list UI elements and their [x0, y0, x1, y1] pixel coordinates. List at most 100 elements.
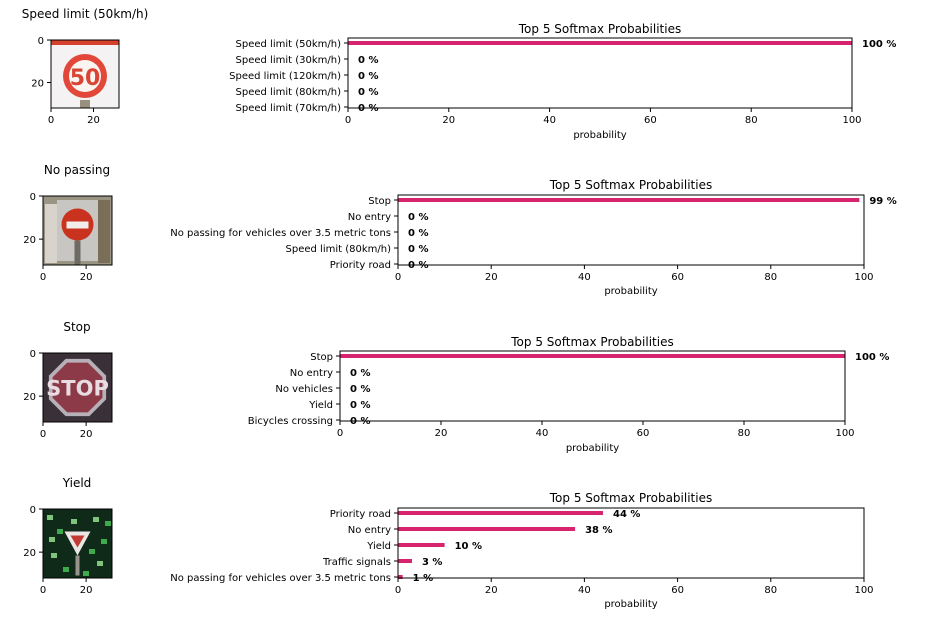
bar-xtick-label: 60 — [644, 115, 657, 126]
category-label: Stop — [310, 352, 333, 363]
category-label: Priority road — [330, 260, 391, 271]
bar-chart-title: Top 5 Softmax Probabilities — [549, 178, 712, 192]
image-title: No passing — [44, 163, 110, 177]
image-frame — [42, 195, 113, 266]
chart-row: Speed limit (50km/h) 50 0 20 0 20 Top 5 Softma… — [22, 7, 897, 141]
sign-top-band — [51, 40, 119, 45]
bar-xtick-label: 80 — [745, 115, 758, 126]
category-label: Bicycles crossing — [248, 416, 333, 427]
foliage-patch — [89, 549, 95, 554]
category-label: No passing for vehicles over 3.5 metric … — [170, 573, 391, 584]
image-xtick-label: 20 — [80, 585, 93, 596]
category-label: Speed limit (120km/h) — [229, 71, 341, 82]
bar-xtick-label: 60 — [671, 272, 684, 283]
image-xtick-label: 0 — [48, 115, 54, 126]
bar-xtick-label: 0 — [337, 428, 343, 439]
bar-axes-frame — [347, 37, 853, 109]
sign-face — [69, 60, 101, 92]
image-ytick-label: 0 — [30, 505, 36, 516]
category-label: Speed limit (30km/h) — [236, 55, 342, 66]
foliage-patch — [101, 539, 107, 544]
bar-xtick-label: 20 — [435, 428, 448, 439]
bar-chart-title: Top 5 Softmax Probabilities — [549, 491, 712, 505]
sign-word-picture: STOP — [46, 377, 109, 401]
probability-value-label: 44 % — [613, 509, 640, 520]
probability-bar — [398, 575, 403, 579]
image-ytick-label: 20 — [23, 392, 36, 403]
category-label: Speed limit (80km/h) — [236, 87, 342, 98]
sign-post — [74, 240, 81, 265]
probability-value-label: 0 % — [358, 71, 378, 82]
sign-wall — [45, 204, 57, 263]
image-xtick-label: 20 — [87, 115, 100, 126]
bar-xlabel: probability — [573, 130, 626, 141]
image-title: Stop — [63, 320, 90, 334]
sign-triangle-inner — [70, 535, 85, 548]
speed-limit-50-sign: 50 — [51, 40, 119, 108]
foliage-patch — [47, 515, 53, 520]
probability-bar — [398, 198, 860, 202]
probability-bar — [348, 41, 852, 45]
bar-xtick-label: 100 — [854, 585, 873, 596]
sign-post — [80, 100, 90, 108]
probability-value-label: 0 % — [350, 384, 370, 395]
chart-row: Stop STOP 0 20 0 20 Top 5 Softmax Probabilitie… — [23, 320, 889, 454]
sign-bar — [66, 221, 89, 229]
image-xtick-label: 0 — [40, 272, 46, 283]
bar-xtick-label: 40 — [578, 272, 591, 283]
category-label: Priority road — [330, 509, 391, 520]
image-title: Speed limit (50km/h) — [22, 7, 149, 21]
foliage-patch — [71, 519, 77, 524]
bar-xtick-label: 40 — [536, 428, 549, 439]
bar-xlabel: probability — [604, 599, 657, 610]
image-ytick-label: 20 — [31, 79, 44, 90]
sign-wall-dark — [98, 200, 110, 263]
image-xtick-label: 0 — [40, 585, 46, 596]
probability-value-label: 0 % — [358, 87, 378, 98]
bar-xlabel: probability — [604, 286, 657, 297]
bar-xtick-label: 80 — [738, 428, 751, 439]
bar-axes-frame — [339, 350, 846, 422]
probability-bar — [398, 543, 445, 547]
probability-value-label: 0 % — [358, 55, 378, 66]
foliage-patch — [83, 571, 89, 576]
image-ytick-label: 20 — [23, 548, 36, 559]
bar-xtick-label: 0 — [345, 115, 351, 126]
bar-xtick-label: 40 — [578, 585, 591, 596]
sign-octagon — [52, 362, 103, 413]
foliage-patch — [51, 553, 57, 558]
category-label: No entry — [348, 212, 391, 223]
probability-value-label: 100 % — [862, 39, 896, 50]
bar-xtick-label: 20 — [485, 272, 498, 283]
category-label: No vehicles — [275, 384, 333, 395]
probability-value-label: 0 % — [408, 212, 428, 223]
category-label: Speed limit (50km/h) — [236, 39, 342, 50]
foliage-patch — [93, 517, 99, 522]
category-label: Yield — [308, 400, 333, 411]
probability-value-label: 99 % — [869, 196, 896, 207]
bar-xtick-label: 0 — [395, 585, 401, 596]
bar-xtick-label: 100 — [835, 428, 854, 439]
bar-xtick-label: 100 — [854, 272, 873, 283]
probability-bar — [398, 511, 604, 515]
probability-bar — [398, 559, 412, 563]
image-ytick-label: 20 — [23, 235, 36, 246]
bar-xtick-label: 60 — [671, 585, 684, 596]
foliage-patch — [57, 529, 63, 534]
bar-xtick-label: 20 — [442, 115, 455, 126]
probability-value-label: 100 % — [855, 352, 889, 363]
probability-value-label: 3 % — [422, 557, 442, 568]
sign-number-picture: 50 — [70, 66, 101, 91]
category-label: Yield — [366, 541, 391, 552]
category-label: No passing for vehicles over 3.5 metric … — [170, 228, 391, 239]
bar-xtick-label: 100 — [842, 115, 861, 126]
bar-chart-title: Top 5 Softmax Probabilities — [518, 22, 681, 36]
bar-axes-frame — [397, 507, 865, 579]
image-xtick-label: 0 — [40, 429, 46, 440]
no-entry-sign — [43, 196, 112, 265]
image-xtick-label: 20 — [80, 272, 93, 283]
foliage-patch — [63, 567, 69, 572]
sign-post — [75, 555, 80, 576]
category-label: Speed limit (80km/h) — [286, 244, 392, 255]
